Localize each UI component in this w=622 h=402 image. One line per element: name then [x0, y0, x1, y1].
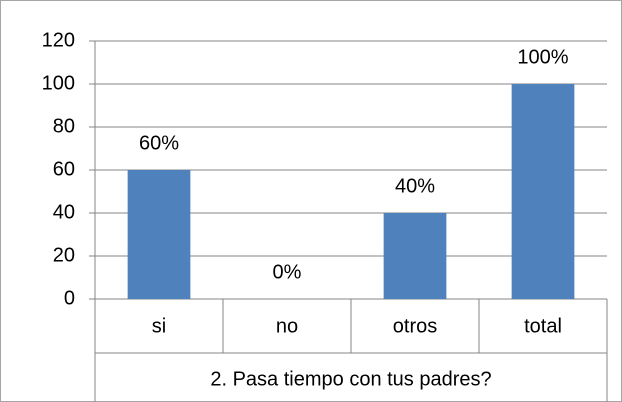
x-tick-label: no	[276, 315, 298, 337]
value-label: 40%	[395, 175, 435, 197]
y-tick-label: 80	[53, 115, 75, 137]
x-tick-label: si	[152, 315, 166, 337]
y-tick-label: 20	[53, 244, 75, 266]
y-tick-label: 120	[42, 29, 75, 51]
y-tick-label: 100	[42, 72, 75, 94]
x-tick-label: otros	[393, 315, 437, 337]
y-tick-label: 60	[53, 158, 75, 180]
value-label: 0%	[273, 261, 302, 283]
bar	[127, 170, 191, 299]
value-label: 60%	[139, 132, 179, 154]
value-label: 100%	[517, 46, 568, 68]
x-axis-title: 2. Pasa tiempo con tus padres?	[210, 368, 491, 390]
bar	[383, 213, 447, 299]
bar	[511, 84, 575, 299]
x-tick-label: total	[524, 315, 562, 337]
y-tick-label: 0	[64, 287, 75, 309]
y-tick-label: 40	[53, 201, 75, 223]
